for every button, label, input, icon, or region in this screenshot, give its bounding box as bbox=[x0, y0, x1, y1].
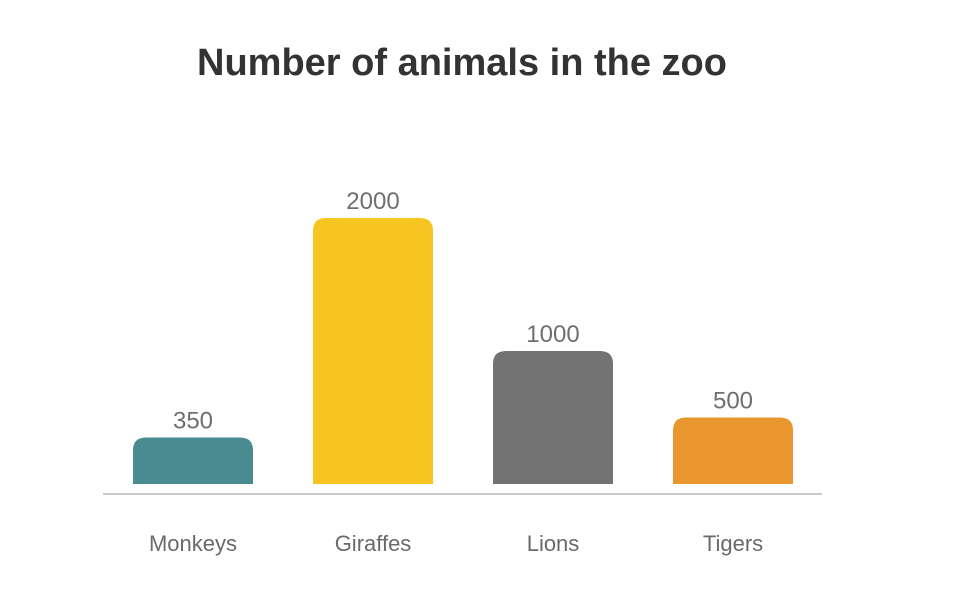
value-label-lions: 1000 bbox=[526, 321, 579, 348]
value-labels-group: 350 2000 1000 500 bbox=[173, 188, 753, 434]
category-labels-group: Monkeys Giraffes Lions Tigers bbox=[149, 531, 763, 556]
bar-tigers bbox=[673, 417, 793, 484]
category-label-monkeys: Monkeys bbox=[149, 531, 237, 556]
value-label-tigers: 500 bbox=[713, 388, 753, 415]
value-label-monkeys: 350 bbox=[173, 407, 213, 434]
bar-monkeys bbox=[133, 437, 253, 484]
chart-title: Number of animals in the zoo bbox=[197, 42, 727, 84]
bar-lions bbox=[493, 351, 613, 484]
category-label-lions: Lions bbox=[527, 531, 580, 556]
category-label-giraffes: Giraffes bbox=[335, 531, 412, 556]
bar-giraffes bbox=[313, 218, 433, 484]
value-label-giraffes: 2000 bbox=[346, 188, 399, 215]
bars-group bbox=[133, 218, 793, 484]
category-label-tigers: Tigers bbox=[703, 531, 763, 556]
